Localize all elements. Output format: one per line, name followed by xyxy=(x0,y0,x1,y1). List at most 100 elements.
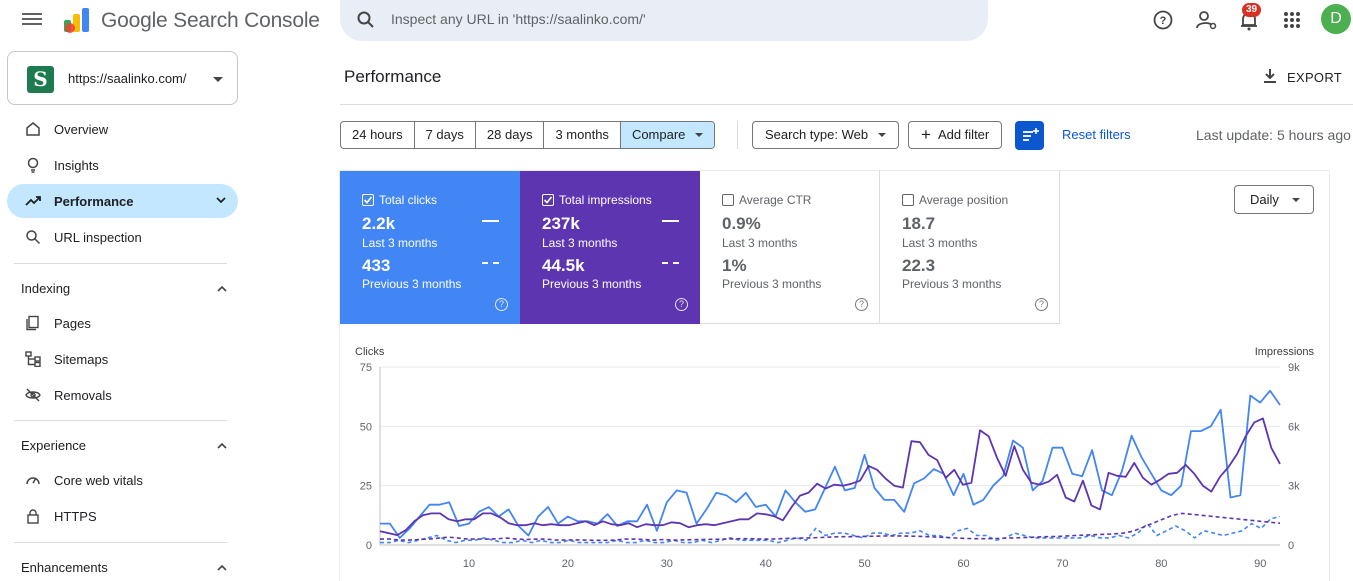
export-label: EXPORT xyxy=(1287,70,1343,85)
gauge-icon xyxy=(26,477,40,485)
search-placeholder: Inspect any URL in 'https://saalinko.com… xyxy=(391,11,646,27)
sidebar-item-label: Overview xyxy=(54,122,109,137)
sidebar-item-https[interactable]: HTTPS xyxy=(7,499,238,533)
chevron-down-icon xyxy=(1292,198,1300,202)
section-experience-title[interactable]: Experience xyxy=(21,438,87,453)
header-divider xyxy=(340,104,1353,105)
metric-previous-period: Previous 3 months xyxy=(362,277,462,291)
page-title: Performance xyxy=(344,67,442,86)
checkbox-unchecked-icon[interactable] xyxy=(722,194,734,206)
metric-period: Last 3 months xyxy=(542,236,618,250)
checkbox-checked-icon[interactable] xyxy=(362,194,374,206)
metric-total-impressions[interactable]: Total impressions 237k Last 3 months 44.… xyxy=(520,171,700,324)
chevron-down-icon xyxy=(213,77,223,82)
sidebar-item-url-inspection[interactable]: URL inspection xyxy=(7,220,238,254)
series-line-clicks[interactable] xyxy=(380,389,1281,539)
granularity-select[interactable]: Daily xyxy=(1234,185,1314,214)
help-icon[interactable]: ? xyxy=(675,298,688,311)
range-28-days[interactable]: 28 days xyxy=(476,122,545,148)
chevron-down-icon xyxy=(216,197,226,204)
performance-chart: Clicks Impressions 75 9k 50 6k 25 3k 0 0 10 20 30 4… xyxy=(340,340,1329,581)
apps-grid-icon[interactable] xyxy=(1279,7,1305,33)
sidebar-item-label: Core web vitals xyxy=(54,473,143,488)
chevron-down-icon xyxy=(695,133,704,137)
x-tick-label: 90 xyxy=(1254,558,1266,570)
metric-previous-period: Previous 3 months xyxy=(542,277,642,291)
sidebar-item-core-web-vitals[interactable]: Core web vitals xyxy=(7,463,238,497)
sidebar-item-overview[interactable]: Overview xyxy=(7,112,238,146)
range-3-months[interactable]: 3 months xyxy=(544,122,621,148)
url-inspect-search-bar[interactable]: Inspect any URL in 'https://saalinko.com… xyxy=(340,0,988,41)
sidebar-item-sitemaps[interactable]: Sitemaps xyxy=(7,342,238,376)
range-compare[interactable]: Compare xyxy=(620,122,715,148)
section-indexing-title[interactable]: Indexing xyxy=(21,281,71,296)
solid-line-legend-icon xyxy=(482,220,499,222)
property-url: https://saalinko.com/ xyxy=(68,71,187,86)
search-type-label: Search type: Web xyxy=(765,127,869,142)
help-icon[interactable]: ? xyxy=(495,298,508,311)
series-line-impressions-previous[interactable] xyxy=(380,512,1281,542)
property-selector[interactable]: S https://saalinko.com/ xyxy=(7,51,238,105)
notification-badge: 39 xyxy=(1242,3,1262,17)
pages-icon xyxy=(26,315,39,331)
sidebar-item-removals[interactable]: Removals xyxy=(7,378,238,412)
sidebar-item-label: Removals xyxy=(54,388,112,403)
app-title: Google Search Console xyxy=(101,9,320,32)
metric-previous-period: Previous 3 months xyxy=(722,277,822,291)
x-tick-label: 40 xyxy=(760,558,772,570)
sidebar-item-label: Pages xyxy=(54,316,91,331)
y-left-tick-label: 0 xyxy=(366,540,372,552)
metric-period: Last 3 months xyxy=(362,236,438,250)
dashed-line-legend-icon xyxy=(662,262,679,264)
sidebar-item-insights[interactable]: Insights xyxy=(7,148,238,182)
lightbulb-icon xyxy=(27,157,39,173)
sidebar-item-pages[interactable]: Pages xyxy=(7,306,238,340)
filter-list-icon xyxy=(1023,128,1039,141)
account-avatar[interactable]: D xyxy=(1321,4,1351,34)
search-type-filter[interactable]: Search type: Web xyxy=(752,121,900,149)
search-icon xyxy=(26,230,41,245)
metric-total-clicks[interactable]: Total clicks 2.2k Last 3 months 433 Prev… xyxy=(340,171,520,324)
sidebar-item-label: URL inspection xyxy=(54,230,142,245)
y-right-tick-label: 9k xyxy=(1288,362,1300,374)
svg-text:?: ? xyxy=(1160,15,1167,27)
download-icon xyxy=(1264,69,1276,83)
chevron-down-icon xyxy=(878,133,887,137)
sidebar-item-label: Performance xyxy=(54,194,134,209)
chevron-up-icon[interactable] xyxy=(216,441,228,451)
metric-previous-value: 44.5k xyxy=(542,256,585,275)
filter-options-button[interactable] xyxy=(1015,121,1044,150)
metric-title: Average position xyxy=(919,193,1009,207)
dashed-line-legend-icon xyxy=(482,262,499,264)
reset-filters-link[interactable]: Reset filters xyxy=(1062,127,1131,142)
chevron-up-icon[interactable] xyxy=(216,563,228,573)
add-filter-label: Add filter xyxy=(937,127,990,142)
metric-average-ctr[interactable]: Average CTR 0.9% Last 3 months 1% Previo… xyxy=(700,171,880,324)
x-tick-label: 20 xyxy=(562,558,574,570)
checkbox-unchecked-icon[interactable] xyxy=(902,194,914,206)
checkbox-checked-icon[interactable] xyxy=(542,194,554,206)
help-icon[interactable]: ? xyxy=(1035,298,1048,311)
y-axis-right-title: Impressions xyxy=(1254,346,1314,358)
sidebar-divider xyxy=(14,542,227,543)
x-tick-label: 70 xyxy=(1056,558,1068,570)
metric-previous-value: 22.3 xyxy=(902,256,936,275)
help-icon[interactable]: ? xyxy=(1150,7,1176,33)
add-filter-button[interactable]: + Add filter xyxy=(908,121,1003,149)
chevron-up-icon[interactable] xyxy=(216,284,228,294)
sidebar-divider xyxy=(14,263,227,264)
y-right-tick-label: 0 xyxy=(1288,540,1294,552)
manage-users-icon[interactable] xyxy=(1193,7,1219,33)
series-line-impressions[interactable] xyxy=(379,417,1281,537)
metric-previous-value: 433 xyxy=(362,256,391,275)
help-icon[interactable]: ? xyxy=(855,298,868,311)
range-24-hours[interactable]: 24 hours xyxy=(341,122,415,148)
x-tick-label: 10 xyxy=(463,558,475,570)
metric-average-position[interactable]: Average position 18.7 Last 3 months 22.3… xyxy=(880,171,1060,324)
menu-icon[interactable] xyxy=(22,10,42,30)
last-update-text: Last update: 5 hours ago xyxy=(1196,127,1351,143)
range-7-days[interactable]: 7 days xyxy=(415,122,476,148)
section-enhancements-title[interactable]: Enhancements xyxy=(21,560,108,575)
series-line-clicks-previous[interactable] xyxy=(380,515,1281,544)
sidebar-item-performance[interactable]: Performance xyxy=(7,184,238,218)
